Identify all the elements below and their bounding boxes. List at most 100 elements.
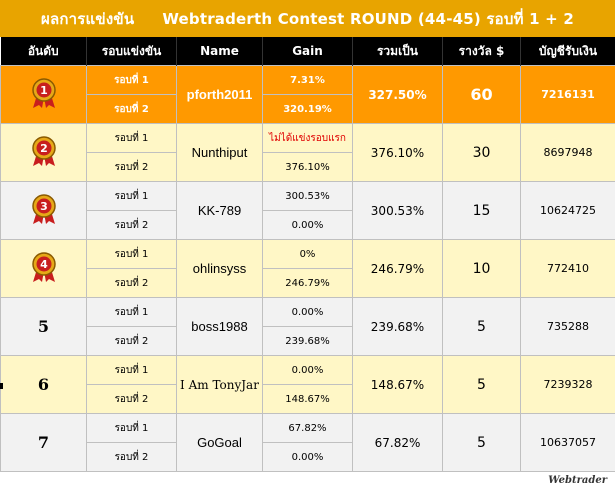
prize-cell: 5: [442, 355, 521, 414]
results-table: อันดับ รอบแข่งขัน Name Gain รวมเป็น รางว…: [0, 37, 615, 472]
round-label: รอบที่ 1: [86, 355, 177, 385]
table-row: 3 รอบที่ 1 KK-789 300.53% 300.53% 15 106…: [0, 181, 615, 240]
rank-cell: 6: [0, 355, 87, 414]
medal-3-icon: 3: [29, 193, 59, 225]
rank-number: 6: [37, 375, 50, 394]
rank-cell: 7: [0, 413, 87, 472]
account-number: 10637057: [520, 413, 615, 472]
table-row: 2 รอบที่ 1 Nunthiput ไม่ได้แข่งรอบแรก 37…: [0, 123, 615, 182]
rank-cell: 4: [0, 239, 87, 298]
gain-round1: ไม่ได้แข่งรอบแรก: [262, 123, 353, 153]
player-name: I Am TonyJar: [176, 355, 263, 414]
medal-2-icon: 2: [29, 135, 59, 167]
header-rank: อันดับ: [0, 37, 87, 66]
round-label: รอบที่ 2: [86, 326, 177, 356]
total-gain: 246.79%: [352, 239, 443, 298]
webtrader-logo: Webtrader: [548, 475, 607, 486]
rank-cell: 2: [0, 123, 87, 182]
prize-cell: 10: [442, 239, 521, 298]
player-name: Nunthiput: [176, 123, 263, 182]
header-account: บัญชีรับเงิน: [520, 37, 615, 66]
rank-cell: 1: [0, 65, 87, 124]
prize-value: 5: [477, 434, 486, 451]
account-number: 7216131: [520, 65, 615, 124]
round-label: รอบที่ 2: [86, 268, 177, 298]
total-gain: 239.68%: [352, 297, 443, 356]
total-gain: 67.82%: [352, 413, 443, 472]
prize-cell: 5: [442, 297, 521, 356]
player-name: boss1988: [176, 297, 263, 356]
round-label: รอบที่ 2: [86, 152, 177, 182]
round-label: รอบที่ 1: [86, 181, 177, 211]
round-label: รอบที่ 2: [86, 442, 177, 472]
gain-round1: 0.00%: [262, 297, 353, 327]
prize-value: 60: [470, 85, 493, 104]
medal-4-icon: 4: [29, 251, 59, 283]
gain-round2: 239.68%: [262, 326, 353, 356]
table-row: 4 รอบที่ 1 ohlinsyss 0% 246.79% 10 77241…: [0, 239, 615, 298]
player-name: ohlinsyss: [176, 239, 263, 298]
round-label: รอบที่ 1: [86, 413, 177, 443]
medal-1-icon: 1: [29, 77, 59, 109]
account-number: 7239328: [520, 355, 615, 414]
table-row: 6 รอบที่ 1 I Am TonyJar 0.00% 148.67% 5 …: [0, 355, 615, 414]
account-number: 735288: [520, 297, 615, 356]
gain-round1: 0.00%: [262, 355, 353, 385]
total-gain: 300.53%: [352, 181, 443, 240]
title-left: ผลการแข่งขัน: [41, 9, 135, 28]
gain-round2: 246.79%: [262, 268, 353, 298]
table-row: รอบที่ 2 0.00%: [1, 442, 615, 472]
round-label: รอบที่ 2: [86, 210, 177, 240]
total-gain: 148.67%: [352, 355, 443, 414]
gain-round1: 7.31%: [262, 65, 353, 95]
svg-text:4: 4: [40, 258, 48, 271]
account-number: 10624725: [520, 181, 615, 240]
total-gain: 376.10%: [352, 123, 443, 182]
header-round: รอบแข่งขัน: [86, 37, 177, 66]
page-title-bar: ผลการแข่งขัน Webtraderth Contest ROUND (…: [0, 0, 615, 37]
header-total: รวมเป็น: [352, 37, 443, 66]
title-right: Webtraderth Contest ROUND (44-45) รอบที่…: [162, 9, 574, 28]
header-prize: รางวัล $: [442, 37, 521, 66]
table-row: รอบที่ 2 239.68%: [1, 326, 615, 356]
table-row: 5 รอบที่ 1 boss1988 0.00% 239.68% 5 7352…: [0, 297, 615, 356]
gain-round2: 0.00%: [262, 442, 353, 472]
table-row: 7 รอบที่ 1 GoGoal 67.82% 67.82% 5 106370…: [0, 413, 615, 472]
header-gain: Gain: [262, 37, 353, 66]
round-label: รอบที่ 2: [86, 94, 177, 124]
account-number: 772410: [520, 239, 615, 298]
gain-round2: 376.10%: [262, 152, 353, 182]
prize-value: 5: [477, 376, 486, 393]
round-label: รอบที่ 2: [86, 384, 177, 414]
svg-text:2: 2: [40, 142, 48, 155]
edge-marker: [0, 383, 3, 389]
player-name: KK-789: [176, 181, 263, 240]
rank-cell: 3: [0, 181, 87, 240]
table-row: รอบที่ 2 148.67%: [1, 384, 615, 414]
round-label: รอบที่ 1: [86, 65, 177, 95]
round-label: รอบที่ 1: [86, 123, 177, 153]
header-name: Name: [176, 37, 263, 66]
prize-cell: 60: [442, 65, 521, 124]
prize-cell: 15: [442, 181, 521, 240]
table-row: รอบที่ 2 376.10%: [1, 152, 615, 182]
gain-round1: 67.82%: [262, 413, 353, 443]
table-row: รอบที่ 2 320.19%: [1, 94, 615, 124]
prize-value: 30: [472, 144, 491, 161]
gain-round2: 148.67%: [262, 384, 353, 414]
svg-text:1: 1: [40, 84, 48, 97]
prize-value: 5: [477, 318, 486, 335]
player-name: pforth2011: [176, 65, 263, 124]
table-row: รอบที่ 2 0.00%: [1, 210, 615, 240]
round-label: รอบที่ 1: [86, 239, 177, 269]
player-name: GoGoal: [176, 413, 263, 472]
prize-cell: 5: [442, 413, 521, 472]
account-number: 8697948: [520, 123, 615, 182]
gain-round2: 320.19%: [262, 94, 353, 124]
svg-text:3: 3: [40, 200, 48, 213]
rank-number: 5: [37, 317, 50, 336]
total-gain: 327.50%: [352, 65, 443, 124]
rank-number: 7: [37, 433, 50, 452]
round-label: รอบที่ 1: [86, 297, 177, 327]
table-row: รอบที่ 2 246.79%: [1, 268, 615, 298]
